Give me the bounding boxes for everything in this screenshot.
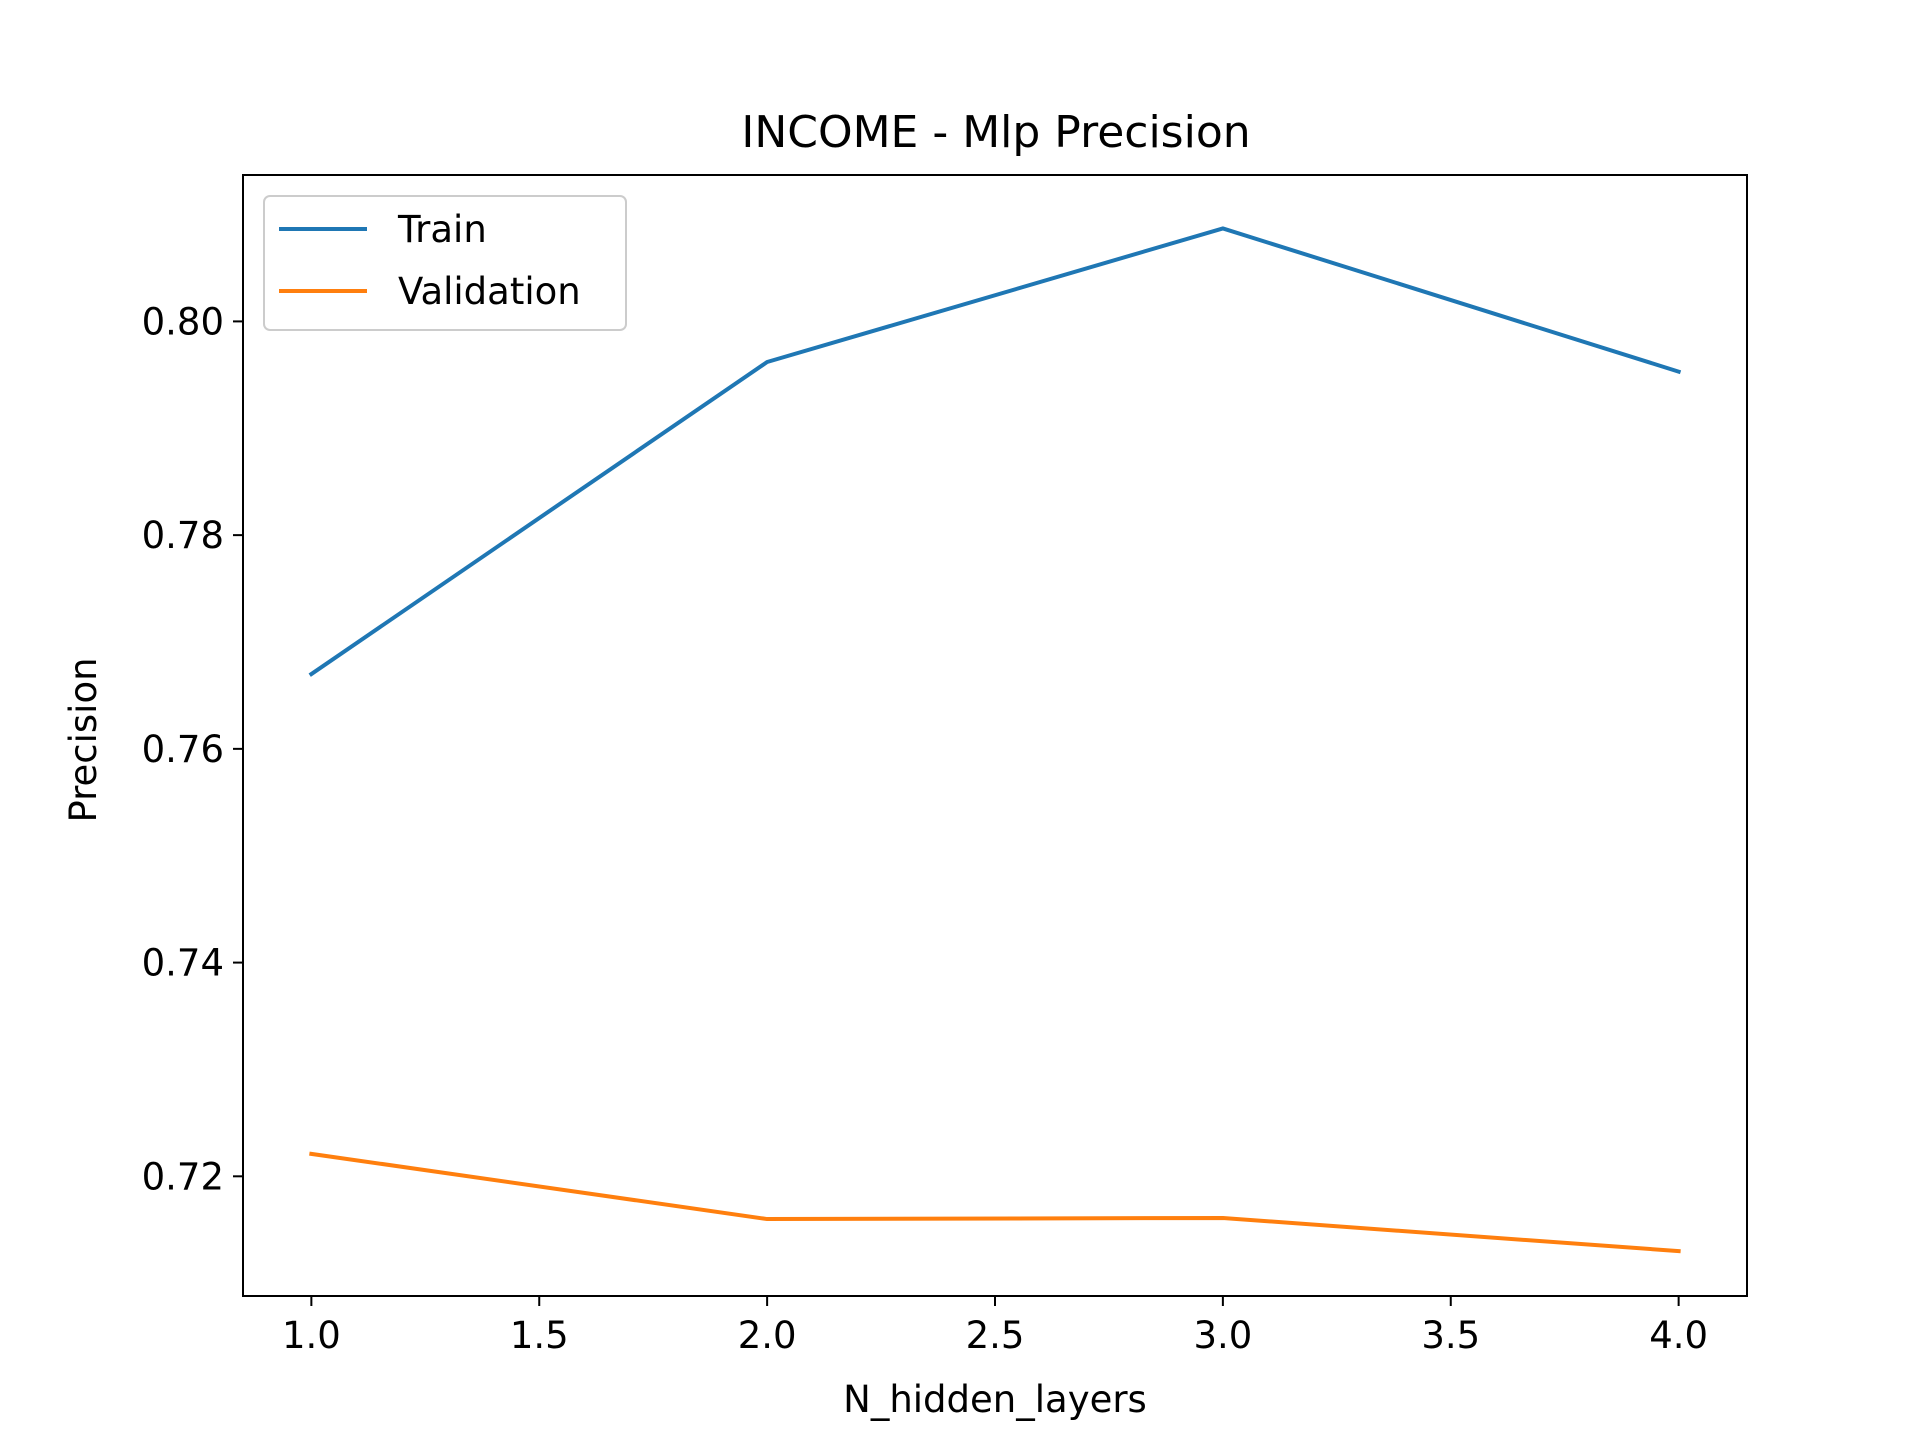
series-layer (308, 226, 1682, 1254)
legend-label-validation: Validation (398, 270, 581, 313)
series-line-validation (309, 1151, 1681, 1254)
x-tick-label-2: 2.0 (738, 1314, 797, 1357)
x-tick-label-6: 4.0 (1649, 1314, 1708, 1357)
chart-title: INCOME - Mlp Precision (741, 107, 1250, 158)
series-line-train (308, 226, 1682, 677)
x-axis-label: N_hidden_layers (843, 1378, 1147, 1421)
x-tick-label-5: 3.5 (1421, 1314, 1480, 1357)
x-tick-label-0: 1.0 (282, 1314, 341, 1357)
y-tick-label-2: 0.76 (142, 728, 224, 771)
legend: Train Validation (263, 195, 627, 331)
legend-label-train: Train (397, 208, 487, 251)
y-tick-label-3: 0.78 (142, 514, 224, 557)
x-tick-label-4: 3.0 (1193, 1314, 1252, 1357)
x-tick-label-3: 2.5 (966, 1314, 1025, 1357)
y-tick-label-4: 0.80 (142, 300, 224, 343)
y-tick-label-0: 0.72 (142, 1155, 224, 1198)
y-tick-label-1: 0.74 (142, 942, 224, 985)
y-axis-label: Precision (62, 657, 105, 822)
x-tick-label-1: 1.5 (510, 1314, 569, 1357)
x-axis: 1.0 1.5 2.0 2.5 3.0 3.5 4.0 (282, 1296, 1708, 1357)
y-axis: 0.72 0.74 0.76 0.78 0.80 (142, 300, 243, 1198)
